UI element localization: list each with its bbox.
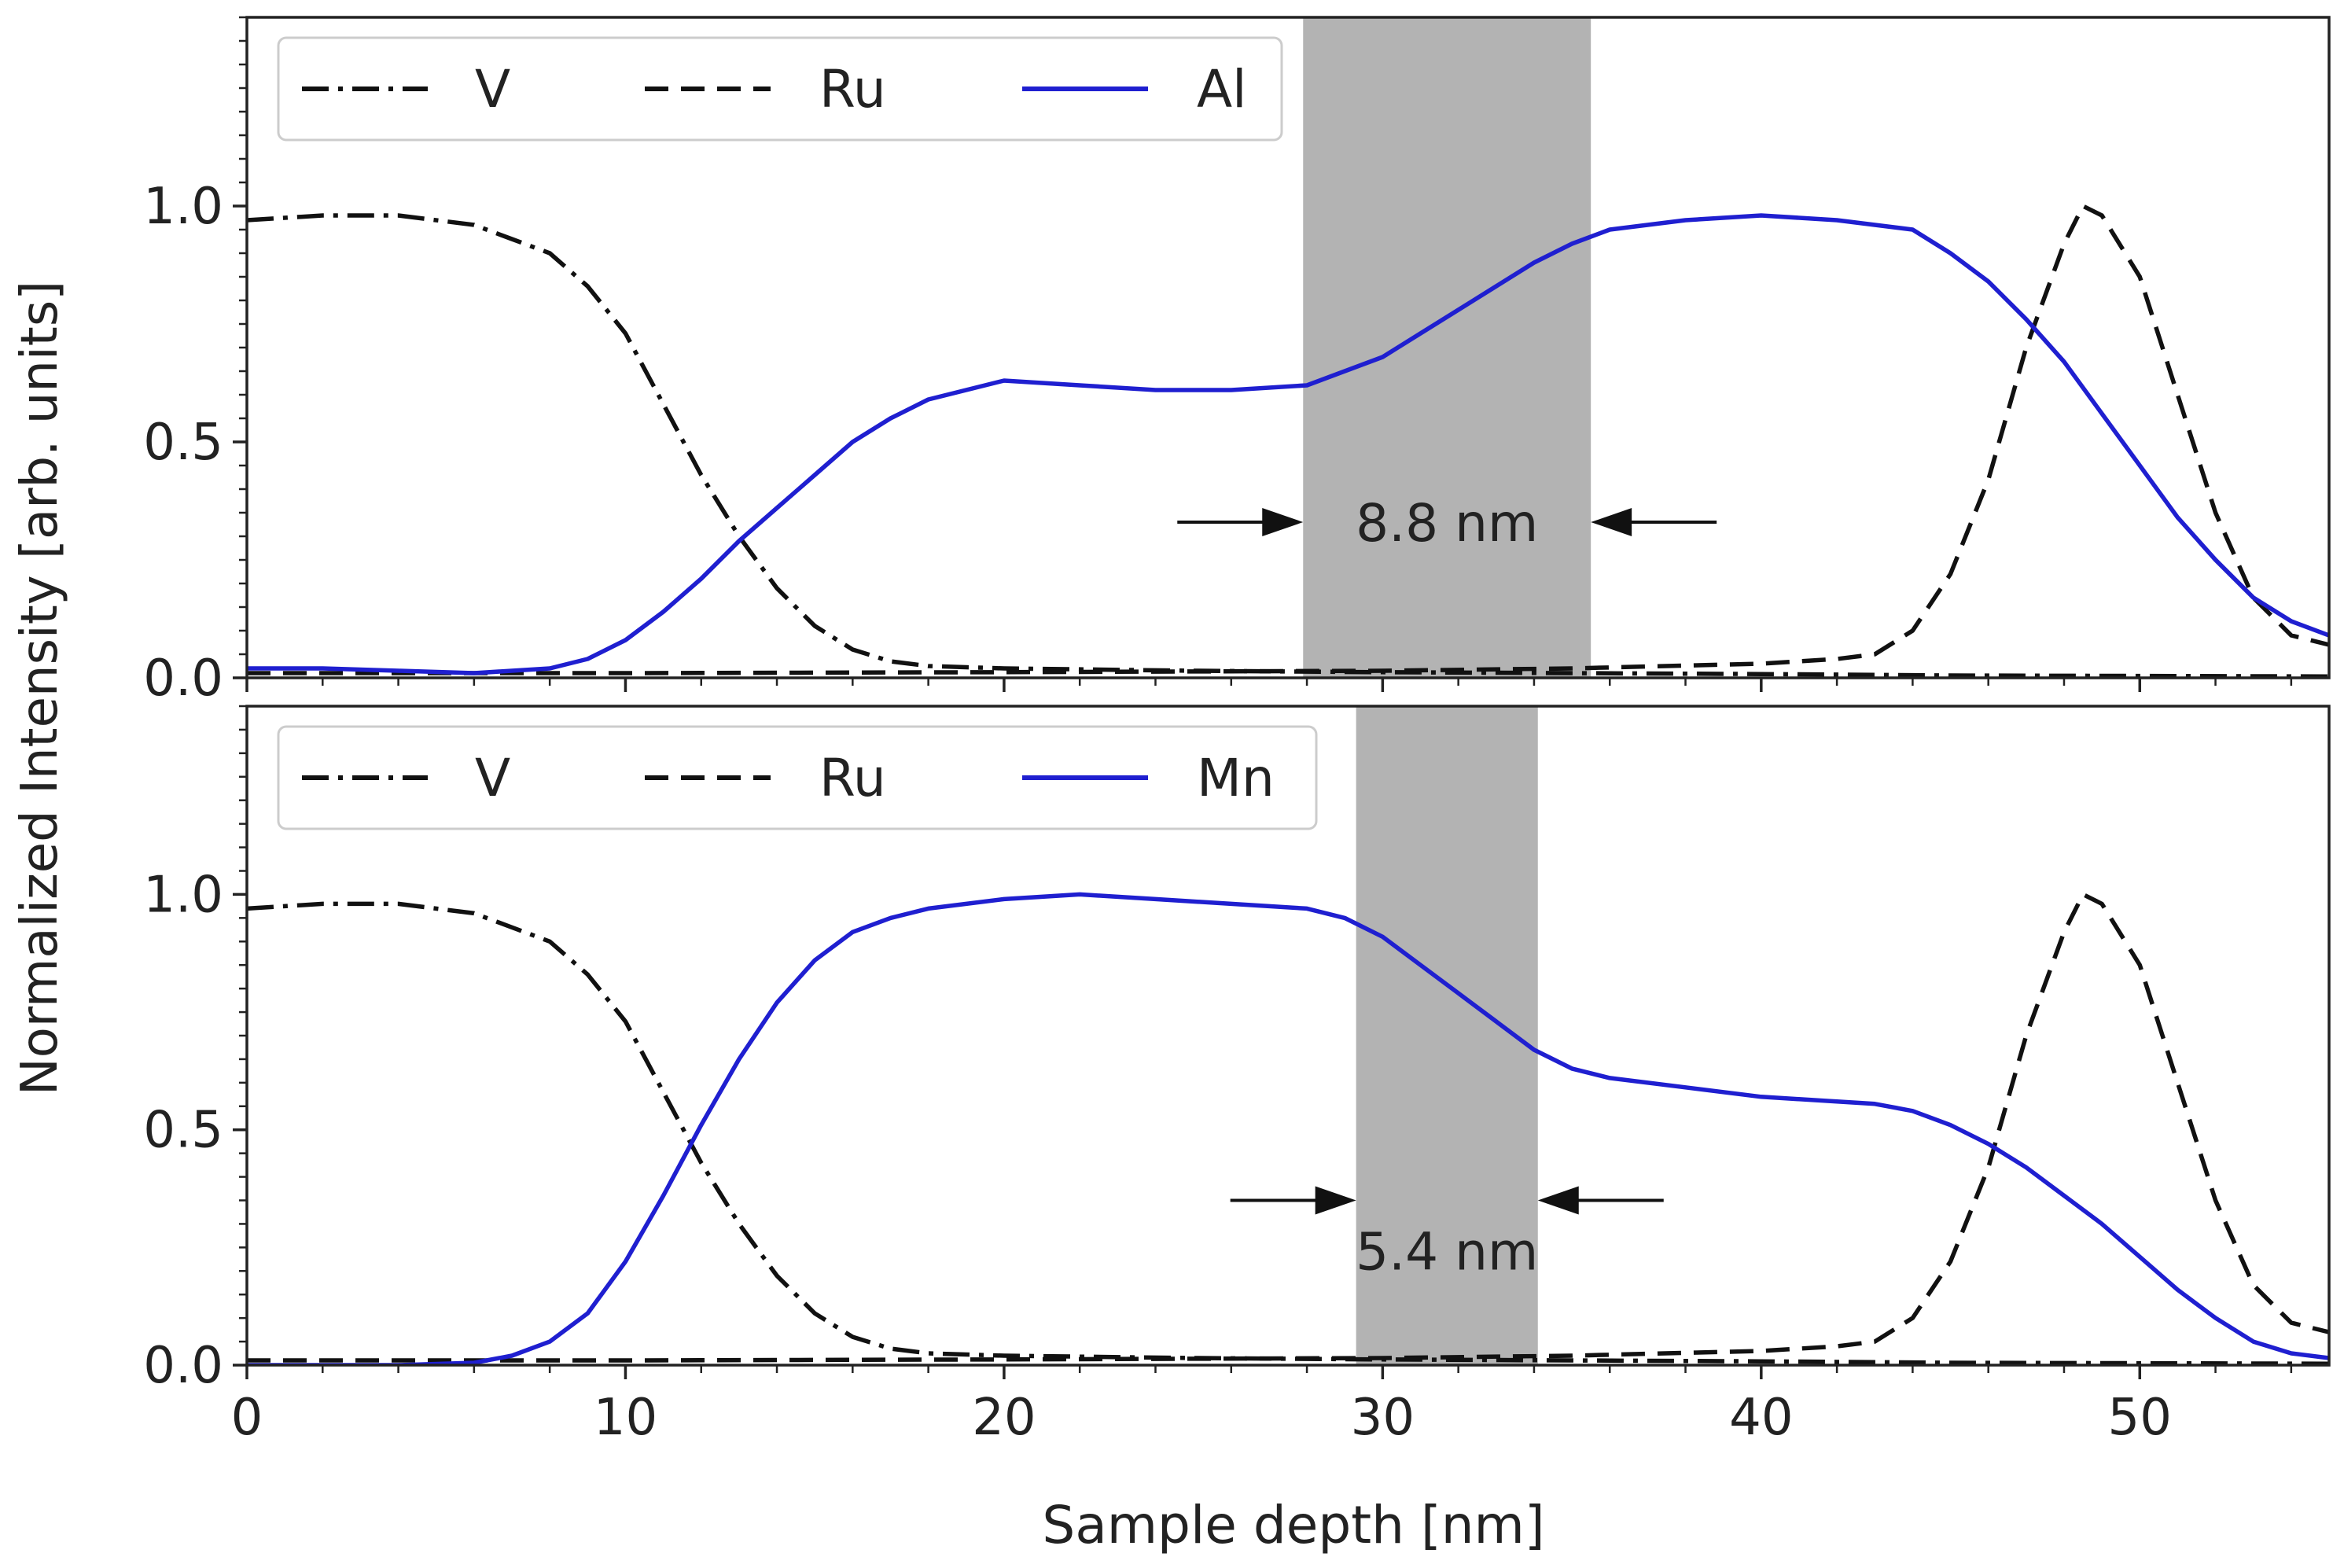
width-annotation-label: 8.8 nm bbox=[1356, 493, 1538, 554]
legend-label-ru: Ru bbox=[819, 748, 886, 808]
x-tick-label: 20 bbox=[972, 1389, 1036, 1447]
series-line-al bbox=[247, 213, 2329, 675]
annotation-arrow-right-head bbox=[1537, 1186, 1579, 1215]
panels: 0.0 0.5 1.0 8.8 nm V Ru Al 0.0 0.5 1.0 0 10 20 30 40 50… bbox=[143, 16, 2331, 1447]
legend-label-al: Al bbox=[1197, 59, 1247, 120]
x-tick-label: 30 bbox=[1351, 1389, 1415, 1447]
legend-label-v: V bbox=[475, 748, 510, 808]
interface-shaded-region bbox=[1303, 17, 1591, 678]
x-axis-label: Sample depth [nm] bbox=[1042, 1495, 1544, 1555]
annotation-arrow-left-head bbox=[1262, 508, 1304, 536]
y-axis-label: Normalized Intensity [arb. units] bbox=[11, 281, 69, 1095]
y-tick-label: 0.5 bbox=[143, 1102, 223, 1160]
y-tick-label: 1.0 bbox=[143, 178, 223, 236]
series-line-mn bbox=[247, 892, 2329, 1365]
annotation-arrow-left-head bbox=[1315, 1186, 1356, 1215]
width-annotation-label: 5.4 nm bbox=[1356, 1222, 1538, 1283]
legend-label-mn: Mn bbox=[1197, 748, 1275, 808]
legend-label-v: V bbox=[475, 59, 510, 120]
x-tick-label: 0 bbox=[231, 1389, 263, 1447]
series-line-ru bbox=[247, 204, 2329, 675]
y-tick-label: 0.5 bbox=[143, 414, 223, 472]
y-tick-label: 1.0 bbox=[143, 866, 223, 924]
panel-top: 0.0 0.5 1.0 8.8 nm V Ru Al bbox=[143, 16, 2331, 708]
series-line-v bbox=[247, 213, 2329, 678]
legend-box bbox=[277, 36, 1283, 142]
x-tick-label: 40 bbox=[1729, 1389, 1793, 1447]
y-tick-label: 0.0 bbox=[143, 650, 223, 708]
annotation-arrow-right-head bbox=[1591, 508, 1632, 536]
legend-label-ru: Ru bbox=[819, 59, 886, 120]
y-tick-label: 0.0 bbox=[143, 1337, 223, 1395]
x-tick-label: 50 bbox=[2108, 1389, 2172, 1447]
x-tick-label: 10 bbox=[594, 1389, 657, 1447]
series-line-ru bbox=[247, 892, 2329, 1363]
panel-bottom: 0.0 0.5 1.0 0 10 20 30 40 50 5.4 nm V Ru Mn bbox=[143, 705, 2331, 1447]
series-line-v bbox=[247, 901, 2329, 1365]
interface-shaded-region bbox=[1356, 706, 1538, 1365]
legend-box bbox=[277, 725, 1318, 830]
